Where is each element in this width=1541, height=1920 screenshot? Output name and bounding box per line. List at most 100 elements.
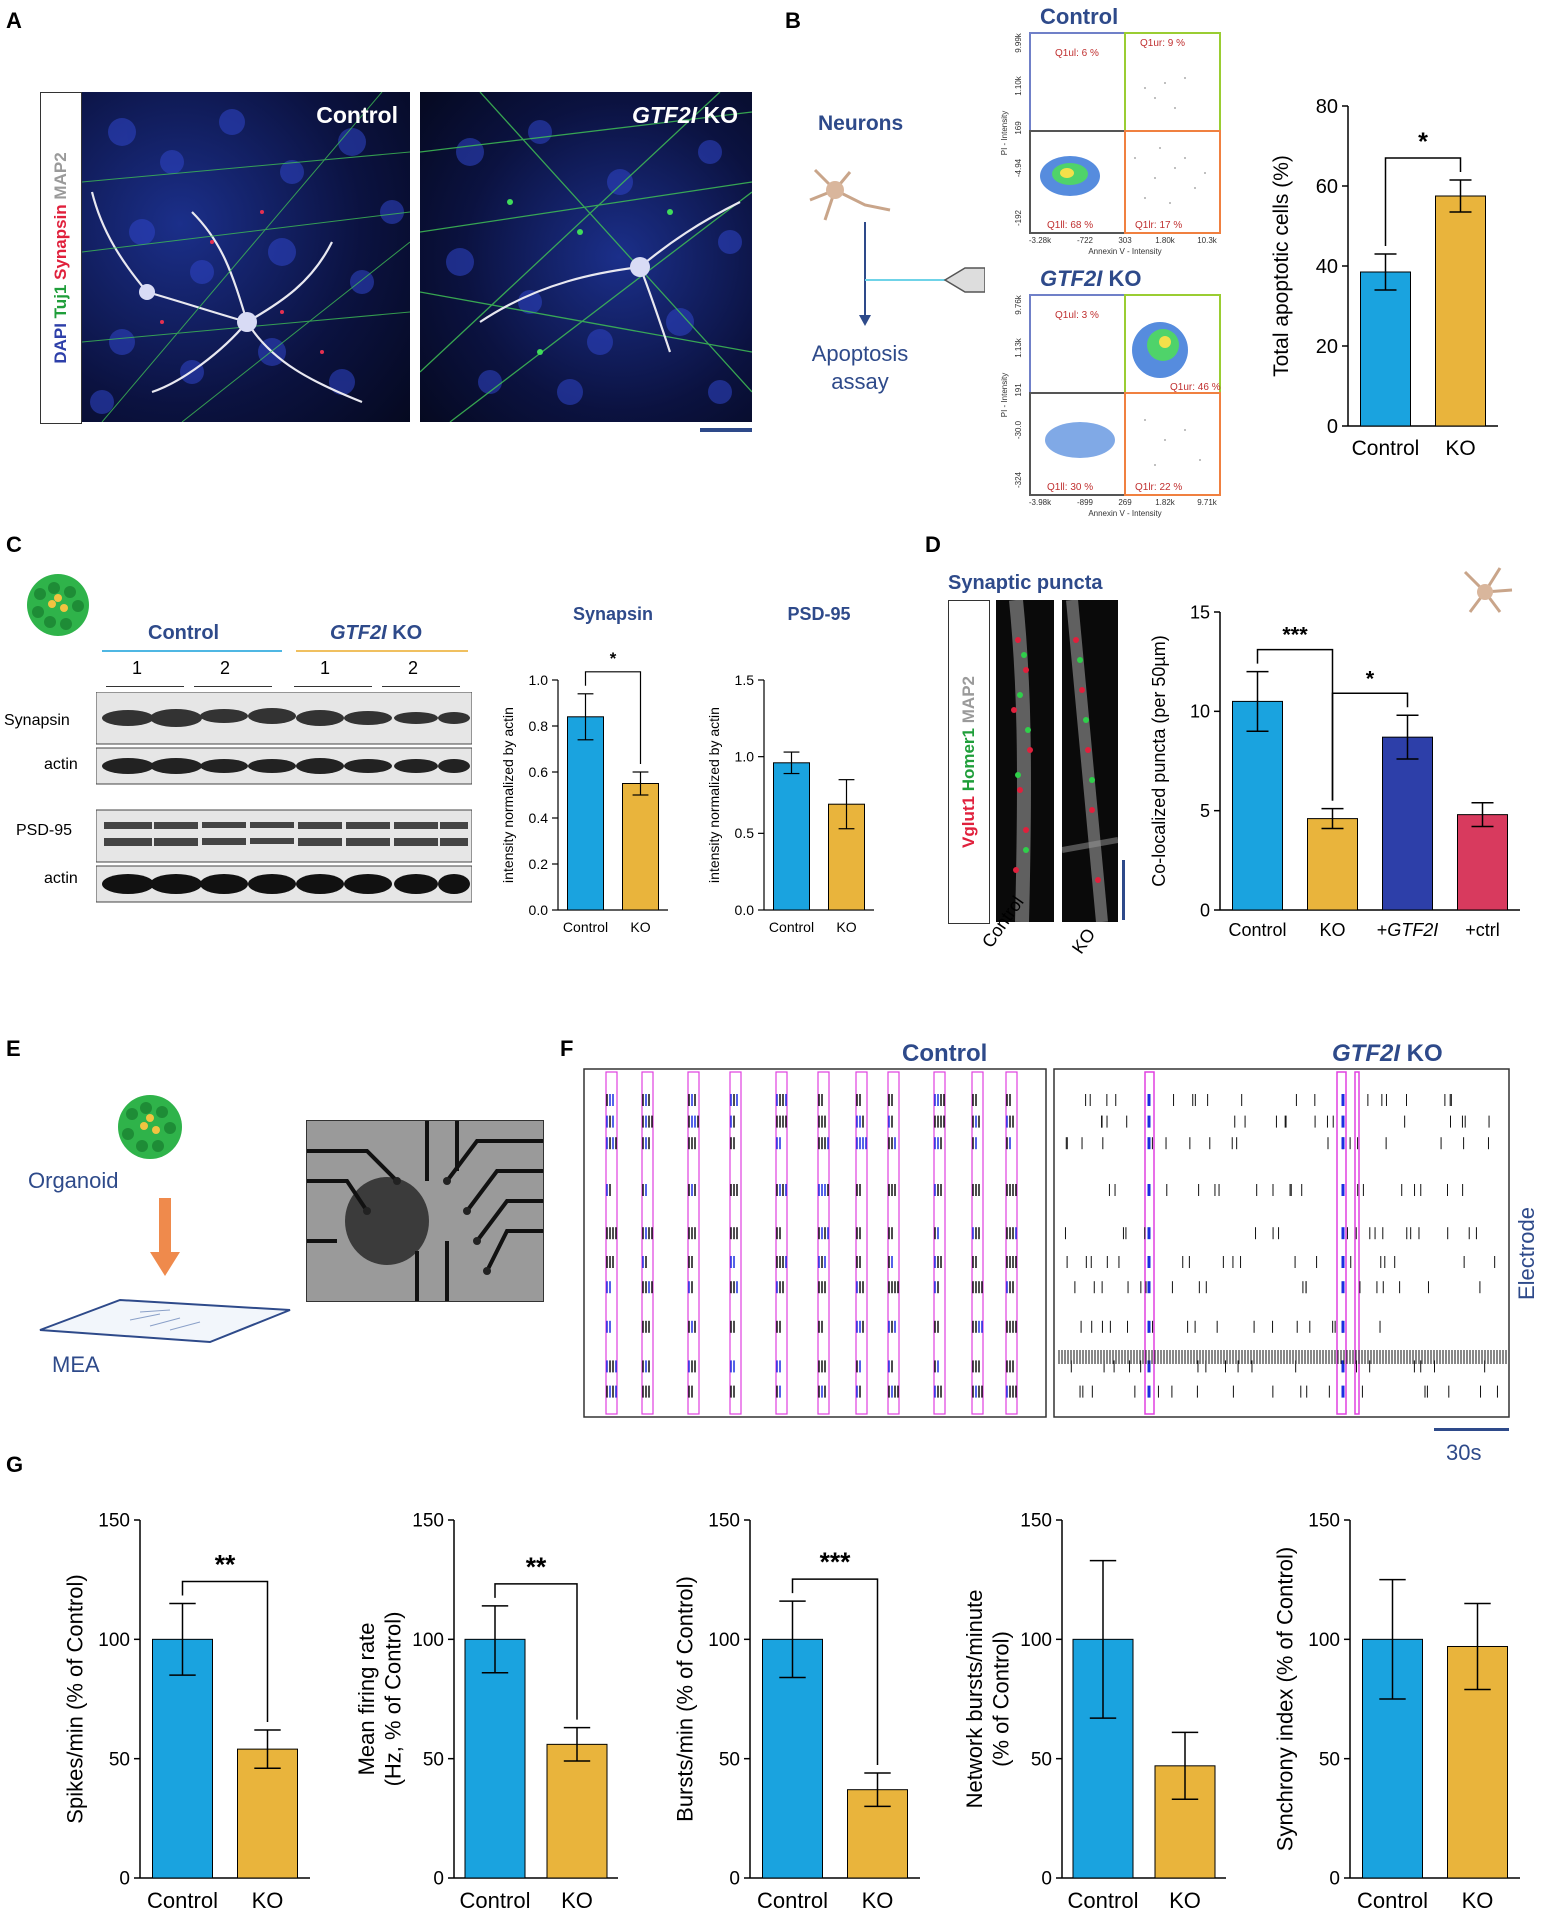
y-tick-label: 0.4 [529,810,549,826]
neuron-diagram [809,168,985,326]
y-tick-label: 100 [1020,1630,1052,1651]
blot-strip-psd95 [96,809,472,863]
blot-strip-synapsin [96,692,472,745]
y-tick-label: 150 [708,1511,740,1532]
y-tick-label: 100 [98,1630,130,1651]
bar [567,716,604,911]
stain-tuj1: Tuj1 [51,284,70,319]
micrograph-control: Control [82,92,410,422]
y-axis-label: intensity normalized by actin [706,707,722,883]
bar [1307,818,1358,911]
chart-title: PSD-95 [787,604,850,624]
chart-spikes: 0 50 100 150 Spikes/min (% of Control) Contro… [63,1511,310,1913]
micrograph-control-texture [82,92,410,422]
significance-stars: * [1418,128,1428,156]
bar [546,1743,608,1879]
y-axis-label: Total apoptotic cells (%) [1270,155,1293,377]
stain-dapi: DAPI [51,323,70,364]
scale-bar-d [1122,860,1125,920]
blot-row-synapsin: Synapsin [4,712,70,729]
flow-c-q1ll: Q1ll: 68 % [1047,220,1093,231]
neuron-icon [809,168,891,221]
control-image-label: Control [316,102,398,128]
x-tick-label: Control [769,919,814,935]
organoid-label: Organoid [28,1168,119,1193]
network-burst-box [971,1071,984,1415]
bar [1457,814,1508,911]
ko-image-label: GTF2I KO [631,102,738,128]
svg-text:303: 303 [1118,236,1132,245]
svg-text:-3.28k: -3.28k [1029,236,1052,245]
flow-c-q1ul: Q1ul: 6 % [1055,48,1099,59]
significance-bracket [1384,157,1462,246]
flow-k-q1ur: Q1ur: 46 % [1170,382,1221,393]
bar [622,783,659,911]
y-tick-label: 5 [1200,801,1210,821]
network-burst-box [687,1071,700,1415]
svg-text:-899: -899 [1077,498,1094,507]
chart-network-bursts: 0 50 100 150 Network bursts/minute(% of Cont… [962,1511,1226,1913]
network-burst-box [1005,1071,1018,1415]
scale-bar-f-label: 30s [1446,1440,1482,1465]
y-tick-label: 50 [1319,1749,1340,1770]
x-tick-label: Control [1357,1888,1428,1913]
y-tick-label: 15 [1190,602,1210,622]
y-axis-label: Synchrony index (% of Control) [1273,1547,1298,1851]
dendrite-image-control [996,600,1054,922]
svg-text:1.82k: 1.82k [1155,498,1176,507]
flow-k-q1ul: Q1ul: 3 % [1055,310,1099,321]
stain-vglut1: Vglut1 [959,796,978,848]
blot-control-label: Control [148,622,220,644]
chart-synchrony: 0 50 100 150 Synchrony index (% of Control) C… [1273,1511,1520,1913]
y-tick-label: 100 [708,1630,740,1651]
flow-control-title: Control [1040,4,1119,29]
flow-c-q1lr: Q1lr: 17 % [1135,220,1182,231]
svg-text:269: 269 [1118,498,1132,507]
y-axis-label: Network bursts/minute(% of Control) [962,1590,1013,1809]
y-tick-label: 0 [1200,900,1210,920]
y-tick-label: 150 [1020,1511,1052,1532]
western-blot [96,692,472,903]
significance-stars: ** [215,1550,236,1580]
network-burst-box [729,1071,742,1415]
raster-plot-ko [1053,1068,1510,1418]
organoid-icon [27,574,89,636]
x-tick-label: KO [1169,1888,1201,1913]
significance-bracket [181,1580,269,1723]
blot-row-actin-1: actin [44,756,78,773]
significance-stars: * [1366,665,1375,690]
svg-text:-4.94: -4.94 [1014,158,1023,177]
neurons-label: Neurons [818,112,904,135]
arrowhead-icon [859,315,871,326]
bar [464,1638,526,1879]
svg-text:-30.0: -30.0 [1014,420,1023,439]
panel-label-f: F [560,1036,574,1061]
panel-label-c: C [6,532,22,557]
synaptic-puncta-title: Synaptic puncta [948,572,1103,594]
y-tick-label: 0.8 [529,718,549,734]
svg-text:-3.98k: -3.98k [1029,498,1052,507]
chart-synapsin: Synapsin 0.0 0.2 0.4 0.6 0.8 1.0 intensity norm… [500,604,668,935]
x-tick-label: Control [1228,920,1286,940]
bar [1435,195,1486,427]
y-tick-label: 50 [1031,1749,1052,1770]
blot-strip-actin-1 [96,747,472,785]
svg-text:-192: -192 [1014,209,1023,226]
micrograph-ko: GTF2I KO [420,92,752,422]
x-tick-label: Control [757,1888,828,1913]
neuron-icon-d [1463,567,1513,613]
blot-lane-numbers: 1 2 1 2 [102,658,468,688]
raster-ko-title: GTF2I KO [1332,1040,1443,1067]
flow-k-q1ll: Q1ll: 30 % [1047,482,1093,493]
raster-plot-control [583,1068,1047,1418]
x-tick-label: Control [460,1888,531,1913]
y-tick-label: 1.0 [735,749,755,765]
y-axis-label: Mean firing rate(Hz, % of Control) [354,1612,405,1787]
panel-label-e: E [6,1036,21,1061]
network-burst-box [1354,1071,1360,1415]
x-tick-label: Control [1352,437,1420,460]
x-tick-label: KO [1445,437,1475,460]
stain-legend-d: Vglut1 Homer1 MAP2 [948,600,990,924]
blot-strip-actin-2 [96,865,472,903]
dendrite-image-ko [1062,600,1118,922]
